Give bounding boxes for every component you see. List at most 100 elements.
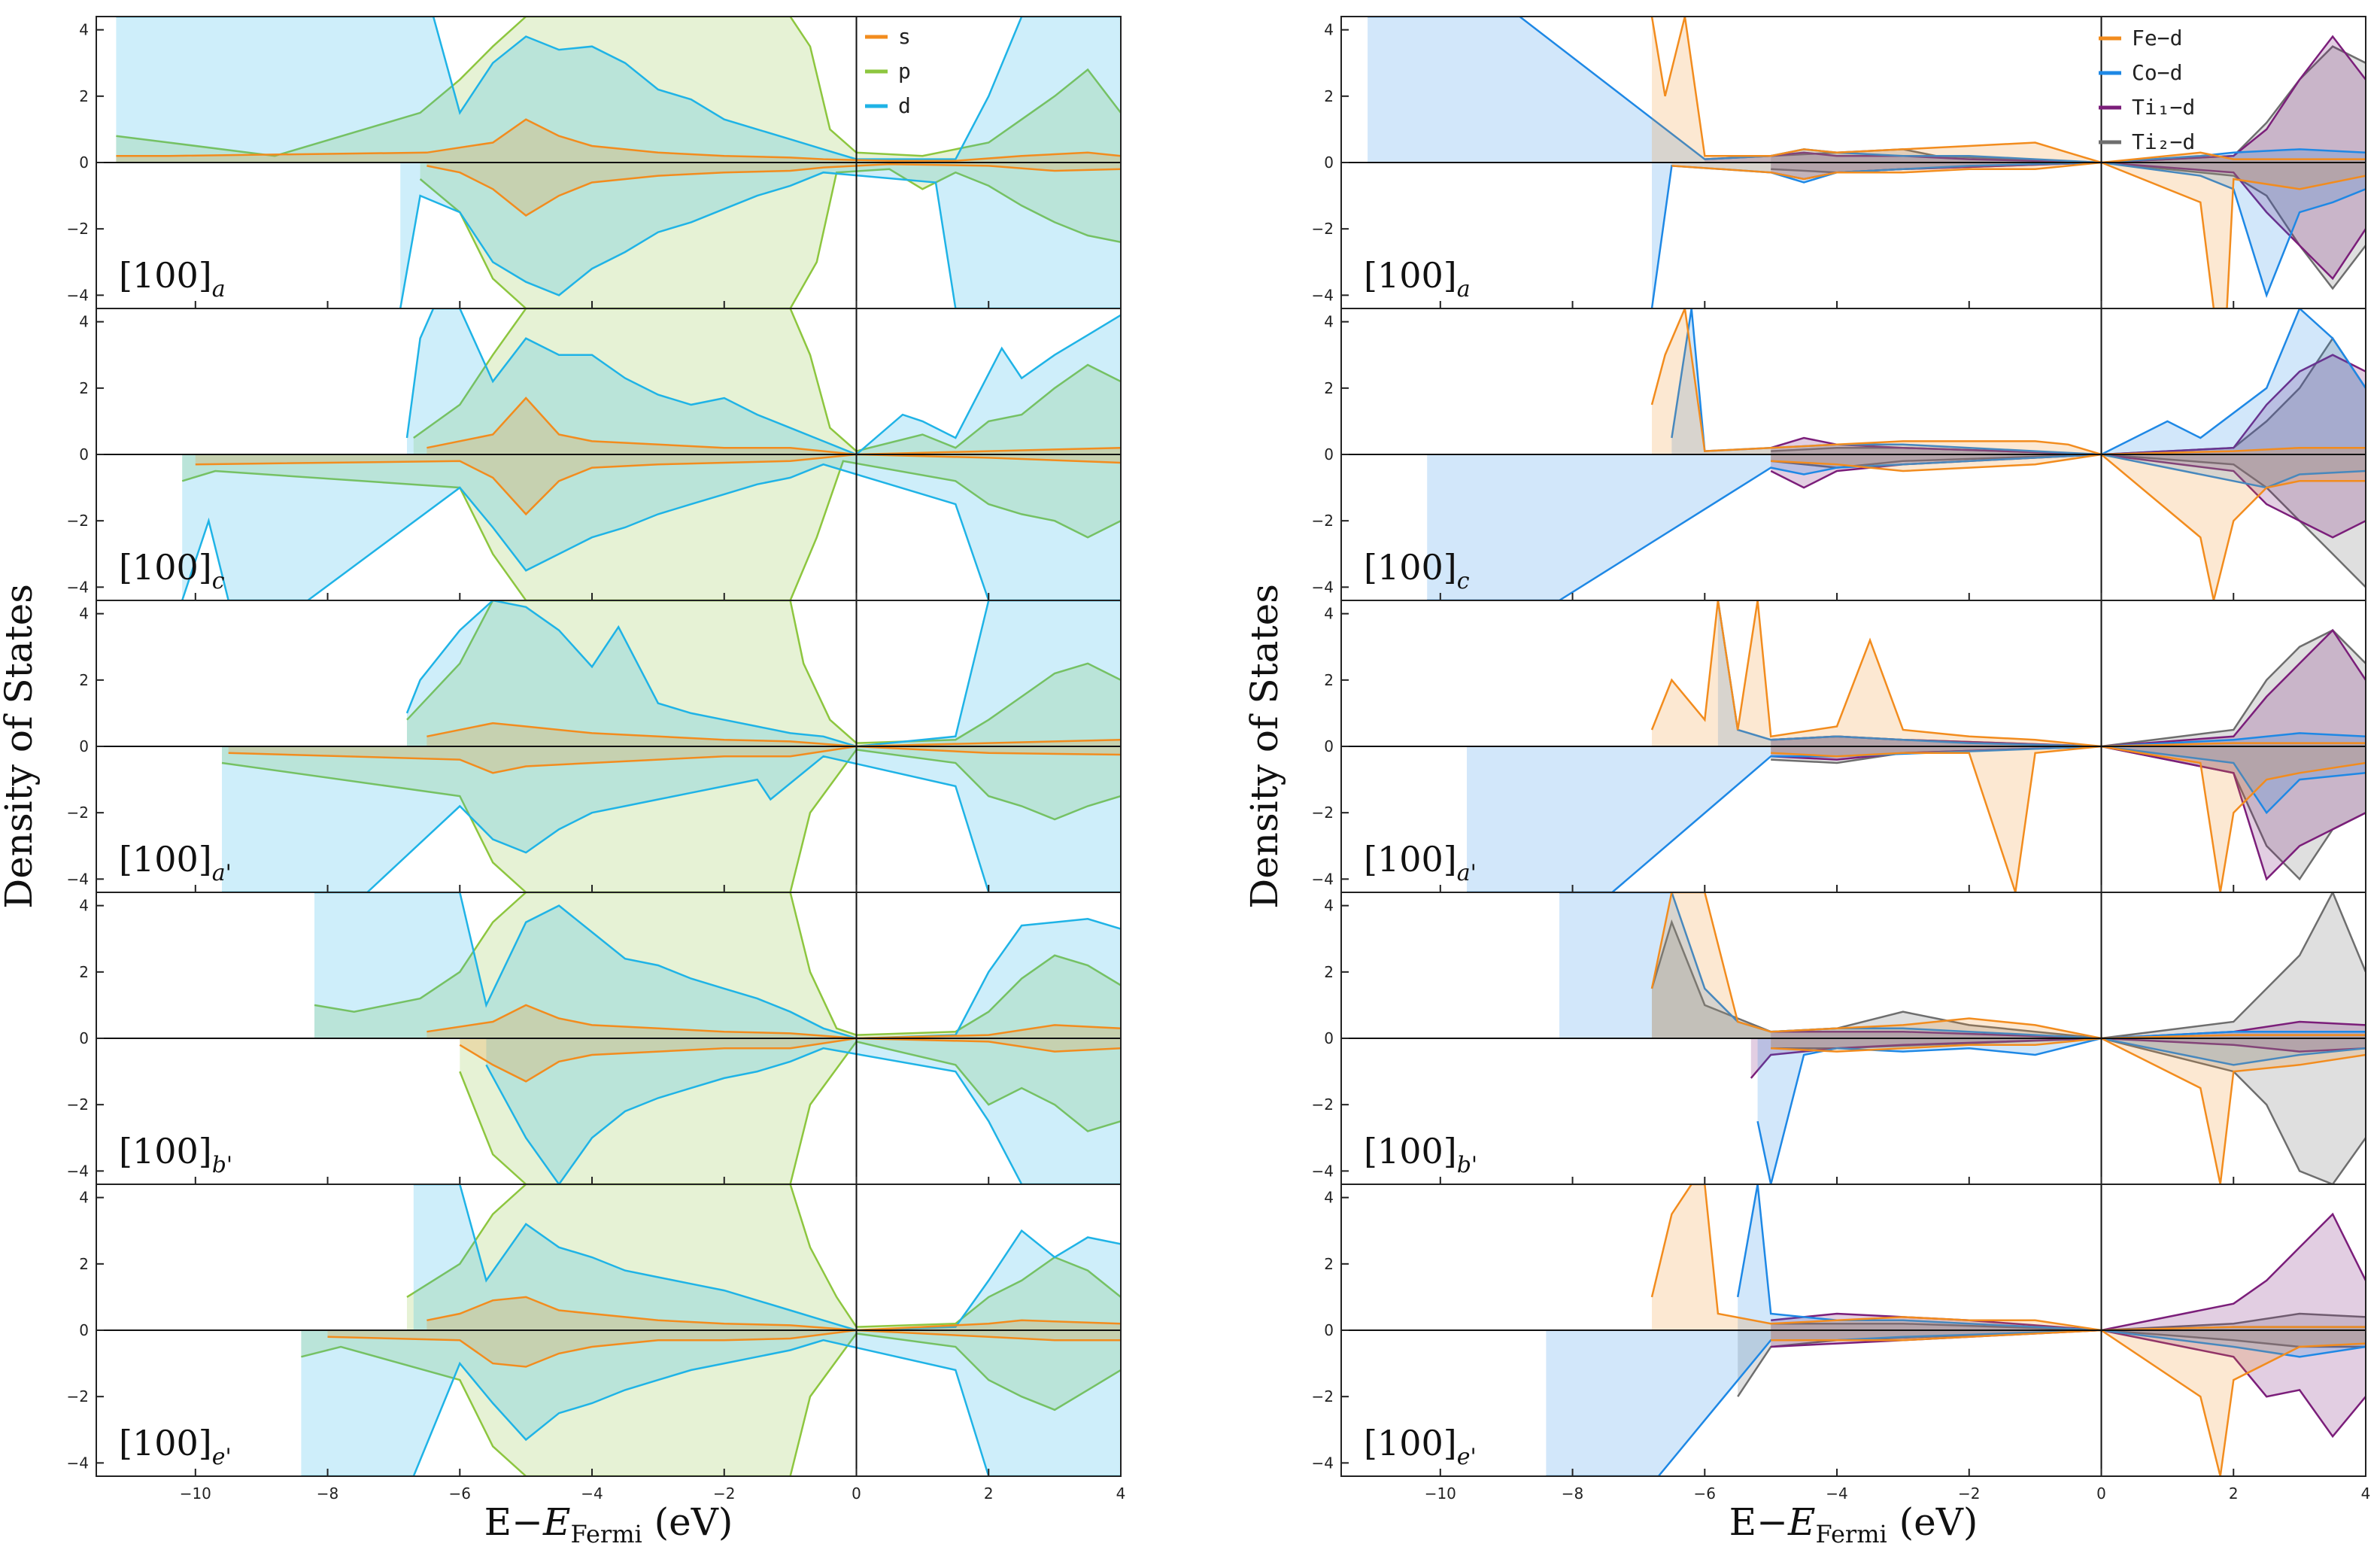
x-tick-label: −6 (449, 1484, 471, 1503)
y-tick-label: 4 (79, 897, 89, 915)
left-panel-3: −4 −2 0 2 4 [100]a' (67, 600, 1122, 893)
x-tick-label: 0 (2096, 1484, 2106, 1503)
co-down-area (1467, 746, 2366, 892)
y-tick-label: −2 (67, 220, 89, 238)
fe-down-area (1771, 746, 2366, 892)
p-up-area (314, 892, 1121, 1038)
p-down-line (419, 168, 1121, 308)
s-up-area (427, 723, 1121, 746)
y-tick-label: 0 (1324, 737, 1334, 755)
ti2-up-area (1771, 1314, 2366, 1330)
y-tick-label: −4 (1312, 286, 1334, 304)
fe-down-line (1771, 453, 2366, 600)
y-tick-label: 2 (79, 1255, 89, 1273)
d-up-line (405, 600, 1121, 748)
co-up-line (1717, 600, 2366, 748)
ti2-down-area (1771, 1038, 2366, 1184)
fe-down-area (1771, 1038, 2366, 1184)
d-down-line (399, 171, 1121, 308)
panel-label: [100]b' (119, 1131, 232, 1178)
y-tick-label: −2 (1312, 220, 1334, 238)
y-tick-label: 0 (1324, 1029, 1334, 1047)
p-up-line (116, 17, 1121, 157)
y-tick-label: 0 (79, 153, 89, 172)
right-panel-1: −4 −2 0 2 4 [100]a (1312, 16, 2366, 309)
s-up-area (427, 1004, 1121, 1038)
panel-label: [100]a' (1364, 839, 1477, 886)
y-tick-label: −4 (1312, 870, 1334, 888)
left-panel-5-plot (301, 1184, 1121, 1476)
co-down-line (1546, 1329, 2366, 1476)
left-legend: spd (865, 24, 911, 118)
left-panel-5: −4 −2 0 2 4 [100]e' (67, 1184, 1122, 1477)
ti2-up-area (1771, 630, 2366, 746)
legend-label: p (898, 59, 911, 84)
ti1-up-line (1771, 1212, 2366, 1332)
y-tick-label: 2 (1324, 379, 1334, 397)
panel-label: [100]c (1364, 547, 1470, 594)
p-up-line (413, 308, 1121, 452)
co-down-area (1757, 1038, 2366, 1184)
d-down-area (301, 1330, 1121, 1476)
fe-down-line (1671, 161, 2366, 308)
fe-down-area (1771, 454, 2366, 600)
d-down-area (182, 454, 1121, 600)
fe-up-area (1652, 892, 2366, 1038)
right-panel-5: −4 −2 0 2 4 [100]e' (1312, 1184, 2366, 1477)
p-down-area (301, 1330, 1121, 1476)
p-down-line (181, 460, 1121, 600)
y-tick-label: 2 (79, 963, 89, 981)
right-panel-2-plot (1427, 308, 2366, 600)
left-y-axis-label: Density of States (0, 584, 41, 909)
p-down-line (459, 1040, 1121, 1184)
left-panel-1: −4 −2 0 2 4 [100]a (67, 16, 1122, 309)
d-down-line (485, 1047, 1121, 1184)
fe-up-line (1650, 600, 2366, 748)
d-up-line (405, 308, 1121, 456)
s-down-area (195, 454, 1121, 515)
ti1-down-line (1750, 1037, 2366, 1079)
y-tick-label: 0 (79, 737, 89, 755)
s-up-line (427, 722, 1121, 748)
p-up-line (314, 892, 1121, 1036)
fe-up-area (1652, 1184, 2366, 1330)
d-up-line (116, 17, 1121, 160)
s-up-line (116, 118, 1121, 163)
p-up-area (116, 17, 1121, 163)
x-tick-label: 4 (1116, 1484, 1126, 1503)
s-up-line (427, 1004, 1121, 1040)
right-y-axis-label: Density of States (1243, 584, 1286, 909)
y-tick-label: −2 (67, 512, 89, 530)
s-up-line (427, 1296, 1121, 1332)
panel-label: [100]a' (119, 839, 232, 886)
y-tick-label: −4 (67, 1162, 89, 1180)
legend-label: Fe−d (2132, 26, 2182, 50)
left-chart: −4 −2 0 2 4 [100]a −4 −2 0 2 4 [100]c −4 −2 0 2 4 [100]a'… (0, 16, 1126, 1548)
panel-label: [100]a (1364, 255, 1471, 302)
fe-up-line (1650, 308, 2366, 456)
p-up-area (407, 600, 1121, 746)
y-tick-label: −2 (67, 1095, 89, 1114)
y-tick-label: −4 (1312, 1454, 1334, 1472)
s-down-line (228, 745, 1121, 774)
p-up-line (406, 600, 1121, 744)
x-tick-label: −8 (1562, 1484, 1583, 1503)
s-up-area (427, 398, 1121, 454)
s-down-area (228, 746, 1121, 773)
fe-up-area (1652, 600, 2366, 746)
right-panel-2: −4 −2 0 2 4 [100]c (1312, 308, 2366, 601)
ti1-up-line (1705, 35, 2366, 164)
y-tick-label: 0 (79, 1321, 89, 1339)
x-tick-label: −8 (317, 1484, 338, 1503)
y-tick-label: 2 (79, 671, 89, 689)
left-panel-4: −4 −2 0 2 4 [100]b' (67, 892, 1122, 1185)
right-panel-4-plot (1559, 892, 2366, 1184)
y-tick-label: 4 (1324, 605, 1334, 623)
ti2-down-area (1738, 1330, 2366, 1397)
d-down-area (486, 1038, 1121, 1184)
legend-label: Ti₂−d (2132, 129, 2195, 154)
p-down-line (221, 749, 1121, 892)
y-tick-label: −4 (1312, 1162, 1334, 1180)
d-up-area (407, 308, 1121, 454)
ti1-down-area (1771, 454, 2366, 538)
